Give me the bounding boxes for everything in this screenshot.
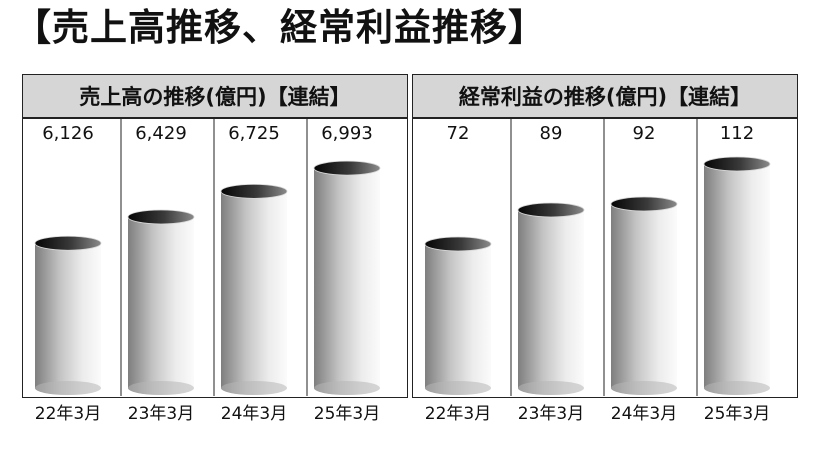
sales-chart-panel: 売上高の推移(億円)【連結】 6,126 22年3月 6,429 23年3月 6,725… xyxy=(22,74,408,424)
bar-2 xyxy=(220,183,288,395)
bar-0 xyxy=(424,236,492,395)
bar-3 xyxy=(703,156,771,395)
main-title: 【売上高推移、経常利益推移】 xyxy=(14,6,546,49)
profit-chart-title: 経常利益の推移(億円)【連結】 xyxy=(413,75,797,119)
value-label-0: 72 xyxy=(447,123,470,144)
x-tick-label-0: 22年3月 xyxy=(425,404,491,424)
x-tick-label-2: 24年3月 xyxy=(221,404,287,424)
profit-chart-panel: 経常利益の推移(億円)【連結】 72 22年3月 89 23年3月 92 24年3月 112… xyxy=(412,74,798,424)
value-label-1: 6,429 xyxy=(135,123,187,144)
x-tick-label-1: 23年3月 xyxy=(518,404,584,424)
value-label-3: 112 xyxy=(720,123,754,144)
x-tick-label-1: 23年3月 xyxy=(128,404,194,424)
x-tick-label-3: 25年3月 xyxy=(314,404,380,424)
bar-0 xyxy=(34,235,102,395)
sales-chart-title: 売上高の推移(億円)【連結】 xyxy=(23,75,407,119)
bar-2 xyxy=(610,196,678,395)
profit-chart: 72 22年3月 89 23年3月 92 24年3月 112 25年3月 xyxy=(424,117,771,424)
bar-1 xyxy=(517,202,585,395)
value-label-2: 6,725 xyxy=(228,123,280,144)
sales-chart: 6,126 22年3月 6,429 23年3月 6,725 24年3月 6,993 25年3月 xyxy=(34,117,381,424)
x-tick-label-2: 24年3月 xyxy=(611,404,677,424)
bar-1 xyxy=(127,209,195,395)
value-label-2: 92 xyxy=(633,123,656,144)
value-label-0: 6,126 xyxy=(42,123,94,144)
value-label-3: 6,993 xyxy=(321,123,373,144)
bar-3 xyxy=(313,160,381,395)
x-tick-label-3: 25年3月 xyxy=(704,404,770,424)
x-tick-label-0: 22年3月 xyxy=(35,404,101,424)
value-label-1: 89 xyxy=(540,123,563,144)
